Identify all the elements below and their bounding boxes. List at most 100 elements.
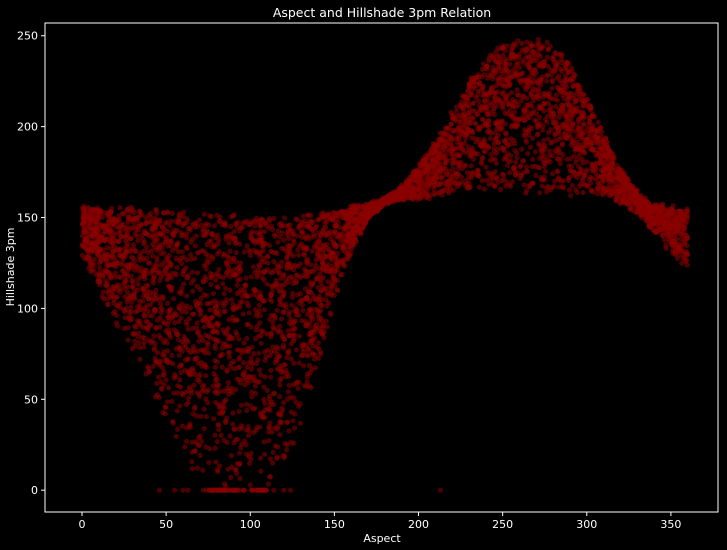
data-point [545,136,551,142]
data-point [513,124,519,130]
data-point [207,334,213,341]
data-point [324,291,330,298]
data-point [165,300,171,306]
data-point [164,228,170,234]
data-point [566,187,573,193]
data-point [112,309,118,315]
data-point [151,275,157,281]
data-point [196,217,202,223]
data-point [292,411,298,417]
data-point [156,231,162,237]
data-point [329,282,335,288]
data-point [277,419,283,425]
data-point [323,318,329,324]
data-point [660,232,666,238]
data-point [176,337,182,343]
data-point [211,223,218,229]
data-point [149,227,155,233]
data-point [504,179,510,185]
data-point [523,95,530,101]
data-point [182,444,188,450]
data-point [598,125,604,131]
data-point [318,351,324,357]
data-point [264,387,270,393]
data-point [500,146,506,152]
data-point [300,307,306,313]
data-point [483,92,489,98]
data-point [80,207,87,213]
data-point [171,296,177,302]
data-point [506,100,512,106]
data-point [502,56,508,62]
data-point [254,313,260,319]
data-point [561,131,567,138]
data-point [178,255,184,261]
data-point [334,250,340,256]
data-point [235,365,241,371]
data-point [221,481,228,487]
data-point [238,402,244,408]
data-point [155,350,161,356]
data-point [509,68,515,74]
data-point [298,352,305,358]
data-point [543,169,549,175]
data-point [210,290,216,297]
data-point [170,231,176,237]
data-point [355,225,361,231]
data-point [289,294,295,300]
data-point [508,50,514,56]
data-point [258,468,264,474]
data-point [595,173,602,180]
data-point [233,329,239,335]
data-point [430,154,436,160]
data-point [158,262,164,268]
data-point [169,210,175,216]
data-point [562,77,568,83]
data-point [86,253,92,259]
data-point [190,411,196,417]
data-point [456,124,462,130]
data-point [178,362,184,368]
data-point [554,155,560,161]
data-point [203,414,209,420]
data-point [451,160,457,166]
data-point [601,141,607,147]
data-point [88,269,94,275]
data-point [194,325,200,331]
data-point [310,351,316,357]
data-point [114,283,120,289]
data-point [213,459,219,465]
data-point [445,131,451,137]
data-point [613,198,620,204]
data-point [523,129,529,135]
data-point [139,254,145,261]
data-point [568,116,574,122]
data-point [203,373,209,379]
data-point [581,92,587,98]
data-point [450,173,456,179]
data-point [536,106,542,112]
data-point [558,102,565,108]
data-point [125,337,131,343]
data-point [500,89,506,95]
data-point [459,104,465,110]
data-point [153,266,159,273]
data-point [442,154,448,160]
data-point [465,94,471,100]
data-point [548,111,554,117]
data-point [158,301,164,307]
data-point [571,172,577,178]
data-point [225,380,231,386]
data-point [433,179,439,186]
data-point [252,307,258,313]
data-point [539,148,545,154]
data-point [102,278,109,284]
data-point [521,112,527,118]
data-point [159,224,165,230]
data-point [126,315,132,321]
data-point [90,240,96,246]
data-point [253,327,259,333]
data-point [219,364,225,370]
data-point [431,165,437,171]
data-point [100,231,106,237]
